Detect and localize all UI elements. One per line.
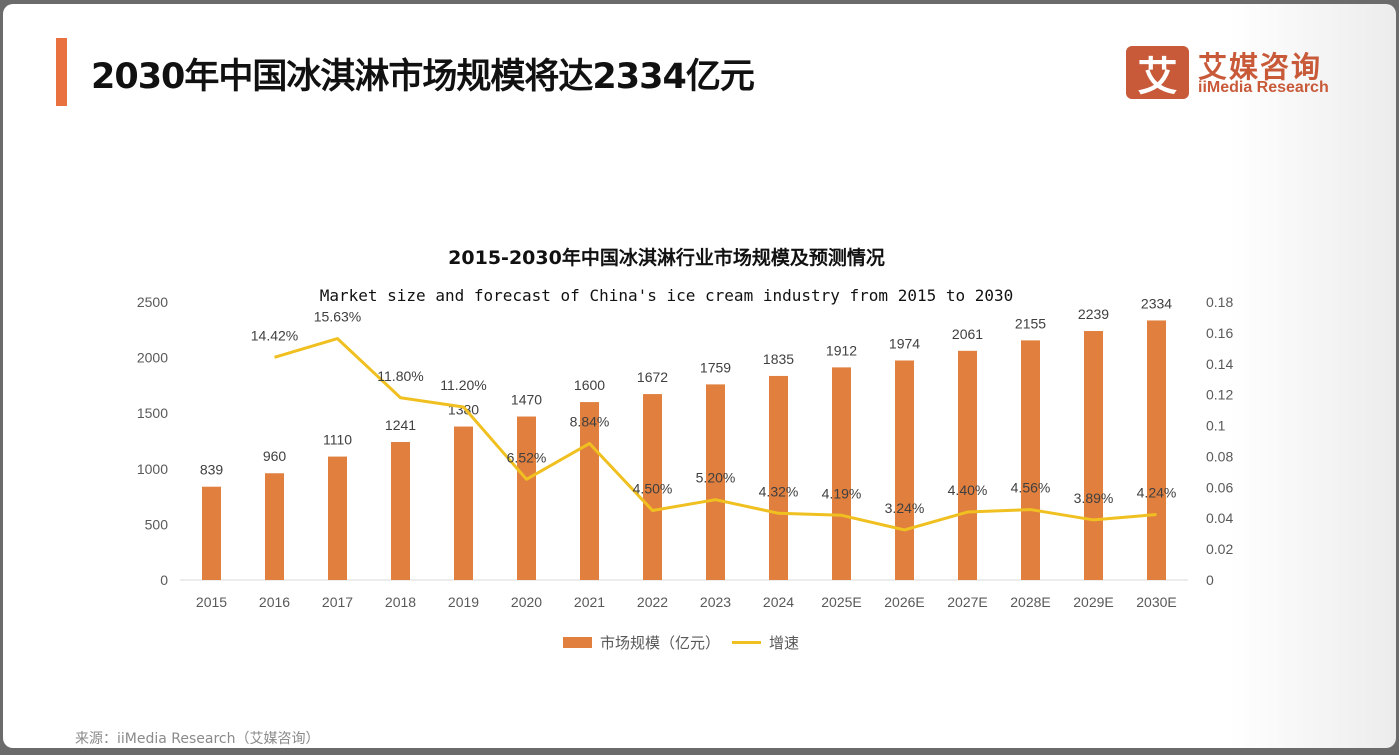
line-data-label: 14.42% [251,327,298,343]
y-right-tick-label: 0 [1206,572,1214,588]
line-data-label: 11.20% [440,377,486,393]
bar [643,394,662,580]
bar-data-label: 1110 [323,432,352,448]
bar [1084,331,1103,580]
x-tick-label: 2021 [574,594,605,610]
y-right-tick-label: 0.06 [1206,479,1233,495]
bar-data-label: 1759 [700,359,731,375]
y-right-tick-label: 0.08 [1206,448,1233,464]
line-data-label: 5.20% [696,470,736,486]
line-data-label: 15.63% [314,309,361,325]
page-title: 2030年中国冰淇淋市场规模将达2334亿元 [91,57,755,97]
y-left-tick-label: 1000 [137,461,168,477]
x-tick-label: 2026E [884,594,924,610]
bar [517,416,536,580]
growth-rate-line [274,337,1157,532]
combo-chart: 0 500 1000 1500 2000 2500 0 0.02 0.04 0.06 0.08 0.1… [137,294,1234,610]
x-tick-label: 2027E [947,594,987,610]
line-data-label: 4.40% [948,482,988,498]
y-right-tick-label: 0.1 [1206,418,1226,434]
y-right-tick-label: 0.16 [1206,325,1233,341]
bar-data-label: 960 [263,448,287,464]
bar-data-label: 1912 [826,342,857,358]
x-tick-label: 2015 [196,594,227,610]
x-tick-label: 2017 [322,594,353,610]
bar-data-label: 839 [200,462,224,478]
y-right-tick-label: 0.04 [1206,510,1233,526]
bar [265,473,284,580]
bar [202,486,221,580]
x-tick-label: 2030E [1136,594,1176,610]
x-tick-label: 2023 [700,594,731,610]
source-note: 来源：iiMedia Research（艾媒咨询） [75,731,320,747]
x-tick-label: 2029E [1073,594,1113,610]
line-data-label: 4.32% [759,483,799,499]
bar-data-label: 1672 [637,369,668,385]
bar-data-label: 1241 [385,417,416,433]
bar-data-label: 2334 [1141,295,1172,311]
line-data-label: 3.89% [1074,490,1114,506]
x-tick-label: 2019 [448,594,479,610]
bar-data-label: 1974 [889,335,920,351]
bar-data-label: 1470 [511,392,542,408]
line-data-label: 4.56% [1011,480,1051,496]
bar-data-label: 2061 [952,326,983,342]
x-tick-label: 2025E [821,594,861,610]
y-left-tick-label: 500 [145,516,169,532]
bar [895,360,914,580]
line-data-label: 6.52% [507,449,547,465]
bar-data-label: 2239 [1078,306,1109,322]
y-left-tick-label: 1500 [137,405,168,421]
chart-title: 2015-2030年中国冰淇淋行业市场规模及预测情况 [448,247,885,269]
line-data-label: 4.19% [822,485,862,501]
line-data-label: 4.24% [1137,485,1177,501]
y-right-tick-label: 0.02 [1206,541,1233,557]
bar [769,375,788,580]
bar-data-label: 1600 [574,377,605,393]
y-left-tick-label: 2000 [137,350,168,366]
bar [328,456,347,580]
bar [454,426,473,580]
slide: 2030年中国冰淇淋市场规模将达2334亿元 艾 艾媒咨询 iiMedia Re… [3,4,1396,748]
y-left-tick-label: 2500 [137,294,168,310]
bar [958,350,977,580]
bar [1021,340,1040,580]
legend-line-label: 增速 [769,634,800,652]
chart-legend: 市场规模（亿元） 增速 [563,632,799,653]
line-data-label: 4.50% [633,481,673,497]
bar-data-label: 1835 [763,351,794,367]
legend-line-swatch [732,641,762,644]
legend-bar-label: 市场规模（亿元） [600,634,721,652]
x-tick-label: 2024 [763,594,794,610]
logo-mark: 艾 [1126,46,1189,100]
legend-bar-swatch [563,637,592,648]
line-data-label: 3.24% [885,500,925,516]
y-left-tick-label: 0 [160,572,168,588]
bar [706,384,725,580]
y-right-tick-label: 0.12 [1206,387,1233,403]
y-right-tick-label: 0.14 [1206,356,1233,372]
line-data-label: 11.80% [377,368,423,384]
x-tick-label: 2020 [511,594,542,610]
bar [1147,320,1166,580]
x-tick-label: 2016 [259,594,290,610]
x-tick-label: 2022 [637,594,668,610]
chart-subtitle: Market size and forecast of China's ice … [319,286,1014,305]
line-data-label: 8.84% [570,413,610,429]
x-tick-label: 2028E [1010,594,1050,610]
bar-data-label: 2155 [1015,315,1046,331]
iimedia-logo: 艾 艾媒咨询 iiMedia Research [1126,46,1346,102]
title-accent-bar [56,38,67,106]
bar [391,442,410,580]
logo-english-name: iiMedia Research [1198,79,1329,96]
x-tick-label: 2018 [385,594,416,610]
bar [832,367,851,580]
logo-chinese-name: 艾媒咨询 [1198,50,1323,84]
y-right-tick-label: 0.18 [1206,294,1233,310]
